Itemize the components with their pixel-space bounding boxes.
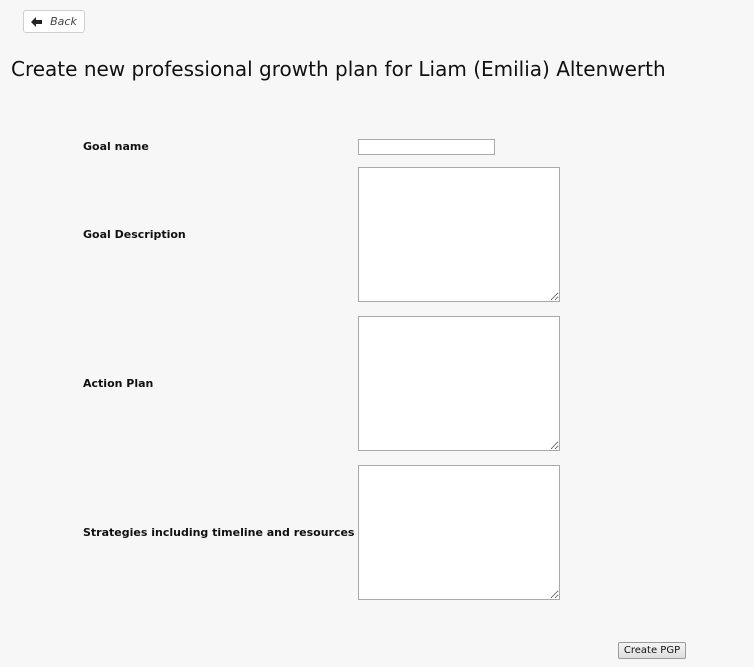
back-button-label: Back xyxy=(50,15,77,28)
action-plan-label: Action Plan xyxy=(83,377,154,390)
strategies-label: Strategies including timeline and resour… xyxy=(83,526,355,539)
goal-description-label: Goal Description xyxy=(83,228,186,241)
goal-description-textarea[interactable] xyxy=(358,167,560,302)
create-pgp-button[interactable]: Create PGP xyxy=(618,642,686,659)
goal-name-label: Goal name xyxy=(83,140,149,153)
back-button[interactable]: Back xyxy=(23,10,85,33)
action-plan-textarea[interactable] xyxy=(358,316,560,451)
page-title: Create new professional growth plan for … xyxy=(11,57,666,81)
goal-name-input[interactable] xyxy=(358,139,495,155)
arrow-left-icon xyxy=(31,16,43,27)
strategies-textarea[interactable] xyxy=(358,465,560,600)
